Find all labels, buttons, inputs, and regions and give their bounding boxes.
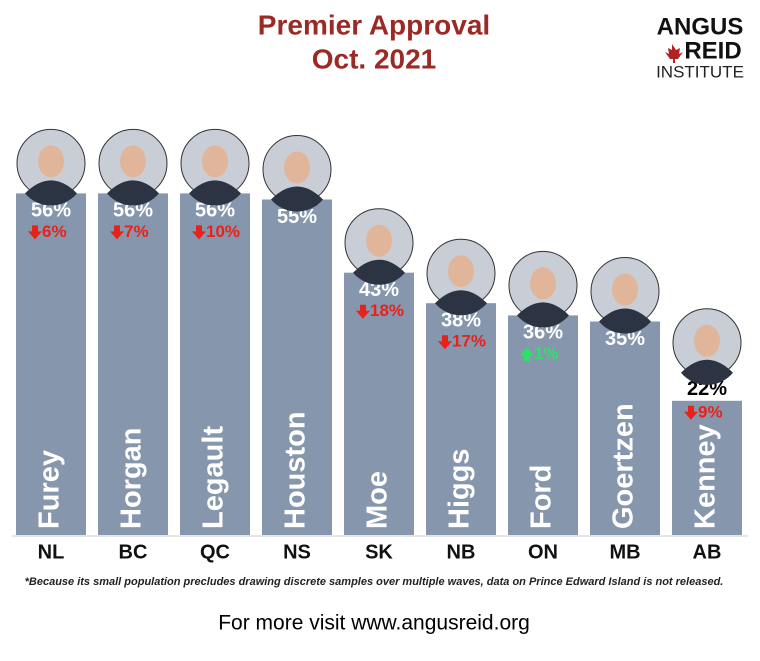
bar [590,321,660,535]
photo-head [694,324,720,357]
footnote: *Because its small population precludes … [25,576,724,588]
photo-body [189,180,241,206]
value-label: 36% [523,322,563,344]
logo-line: ANGUS [657,13,744,40]
photo-head [448,255,474,288]
bar [344,272,414,535]
premier-photo [16,128,86,206]
photo-body [271,186,323,212]
value-label: 55% [277,206,317,228]
premier-name: Ford [526,465,558,529]
x-tick-label: NS [283,541,311,563]
value-label: 56% [195,200,235,222]
x-tick-label: NL [38,541,65,563]
value-label: 56% [31,200,71,222]
footer: For more visit www.angusreid.org [218,612,530,635]
x-tick-label: SK [365,541,393,563]
premier-photo [426,238,496,316]
premier-name: Kenney [690,424,722,529]
change-arrow [192,225,206,240]
x-tick-label: MB [609,541,640,563]
value-label: 22% [687,378,727,400]
premier-name: Houston [280,411,312,529]
x-tick-label: ON [528,541,558,563]
photo-head [284,151,310,184]
premier-name: Goertzen [608,403,640,529]
chart-subtitle: Oct. 2021 [312,43,437,74]
photo-body [435,290,487,316]
premier-name: Legault [198,426,230,529]
premier-photo [262,135,332,212]
change-label: 7% [124,222,149,241]
premier-photo [180,128,250,206]
bar [672,400,742,535]
change-arrow [520,347,534,362]
bar [16,193,86,535]
bar [262,199,332,535]
logo-line: INSTITUTE [656,62,744,81]
premier-photo [508,250,578,328]
photo-body [25,180,77,206]
bar [508,315,578,535]
chart-title: Premier Approval [258,9,490,40]
photo-body [107,180,159,206]
x-tick-label: BC [119,541,148,563]
logo-line: REID [684,37,741,64]
value-label: 35% [605,328,645,350]
change-label: 17% [452,332,486,351]
premier-name: Furey [34,450,66,529]
value-label: 56% [113,200,153,222]
photo-head [366,224,392,257]
logo: ANGUS REID INSTITUTE [656,13,744,81]
bar [98,193,168,535]
premier-photo [344,208,414,285]
photo-head [530,267,556,300]
x-tick-label: QC [200,541,230,563]
change-label: 18% [370,301,404,320]
change-label: 9% [698,402,723,421]
photo-head [202,145,228,178]
photo-body [353,259,405,285]
photo-head [120,145,146,178]
photo-body [599,308,651,334]
bar [426,303,496,535]
photo-head [38,145,64,178]
premier-name: Moe [362,471,394,529]
bar [180,193,250,535]
x-tick-label: NB [447,541,476,563]
change-arrow [356,304,370,319]
change-label: 6% [42,222,67,241]
value-label: 38% [441,309,481,331]
change-label: 10% [206,222,240,241]
change-arrow [438,335,452,350]
premier-photo [590,257,660,334]
premier-photo [672,308,742,385]
logo-leaf [665,44,683,63]
photo-body [517,302,569,328]
change-arrow [28,225,42,240]
change-label: 1% [534,344,559,363]
x-tick-label: AB [693,541,722,563]
photo-head [612,273,638,306]
change-arrow [684,405,698,420]
premier-name: Higgs [444,448,476,529]
photo-body [681,359,733,385]
premier-name: Horgan [116,428,148,530]
premier-photo [98,128,168,206]
change-arrow [110,225,124,240]
value-label: 43% [359,279,399,301]
